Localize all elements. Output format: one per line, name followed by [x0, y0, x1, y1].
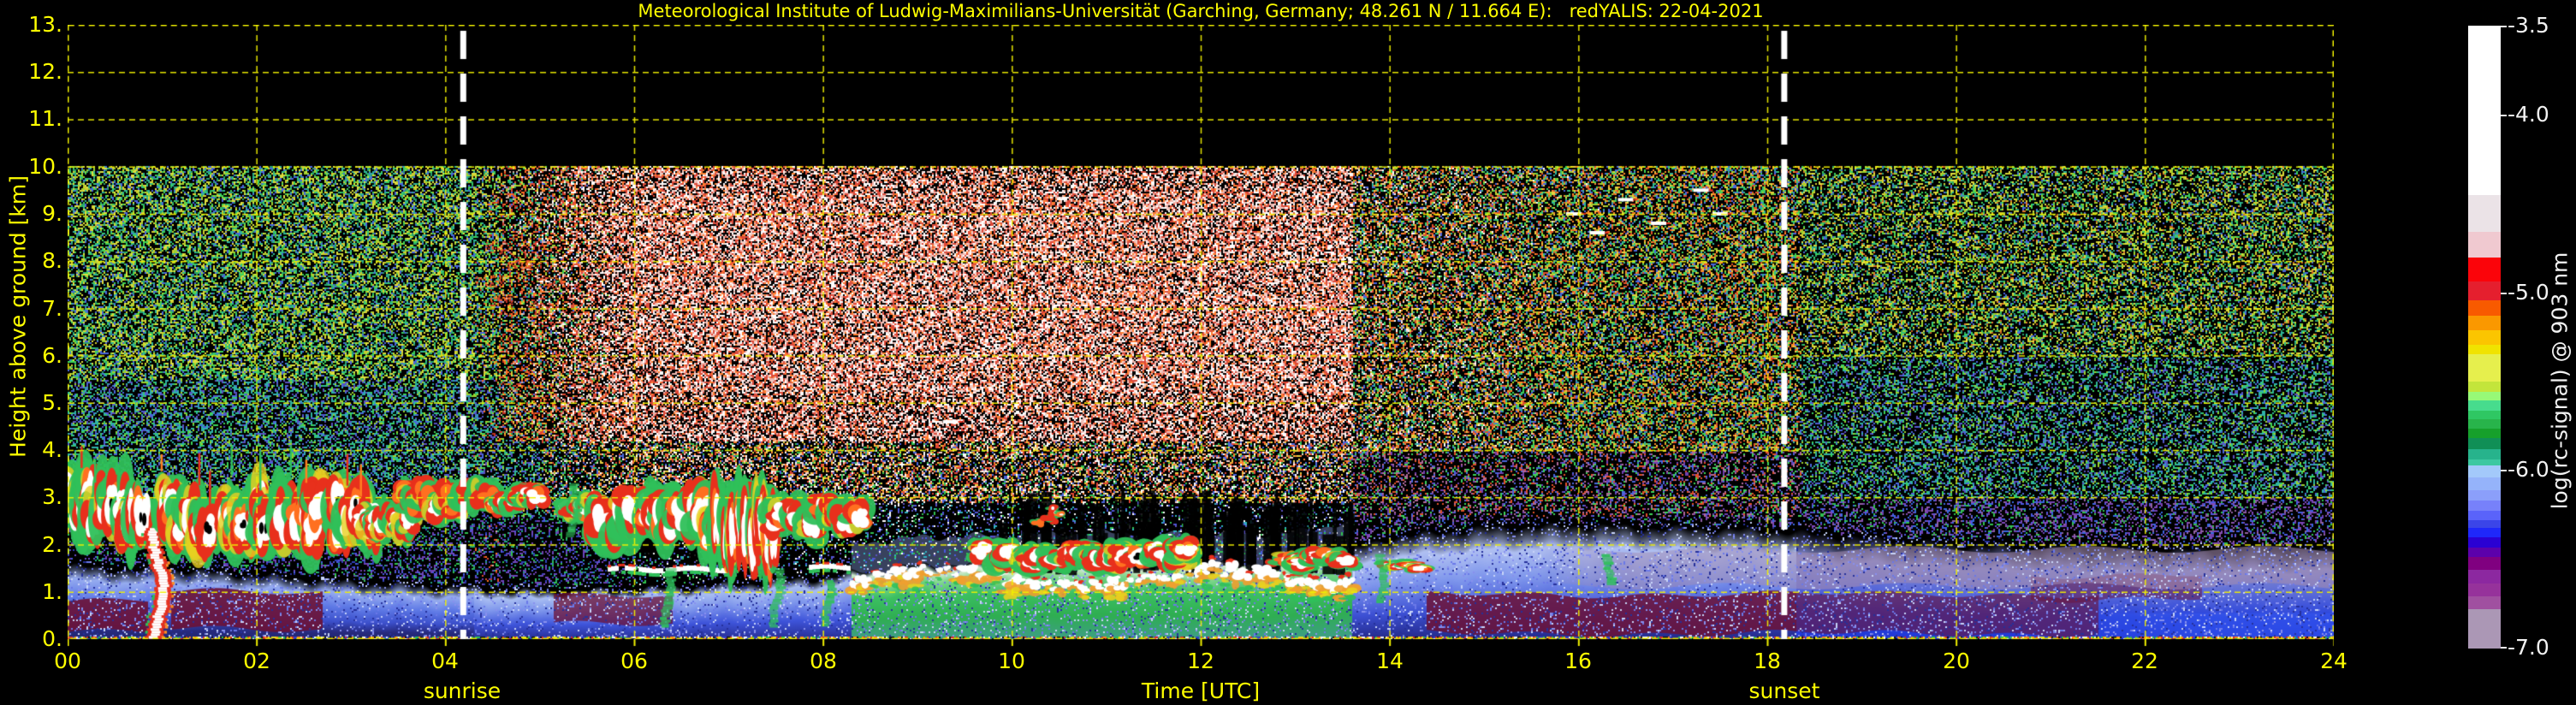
- sunrise-label: sunrise: [423, 678, 502, 703]
- colorbar-tickmark: [2501, 293, 2507, 294]
- colorbar-segment: [2468, 195, 2501, 233]
- colorbar-segment: [2468, 429, 2501, 439]
- colorbar-tickmark: [2501, 115, 2507, 116]
- colorbar-tickmark: [2501, 647, 2507, 649]
- colorbar-tick-1: -4.0: [2508, 102, 2549, 127]
- colorbar-tick-0: -3.5: [2508, 13, 2549, 38]
- colorbar-segment: [2468, 300, 2501, 317]
- colorbar-segment: [2468, 609, 2501, 649]
- y-tick-0: 0.: [42, 626, 62, 651]
- colorbar-segment: [2468, 490, 2501, 501]
- x-tick-08: 08: [810, 649, 837, 673]
- colorbar-segment: [2468, 520, 2501, 529]
- x-tick-04: 04: [431, 649, 459, 673]
- colorbar-segment: [2468, 232, 2501, 258]
- y-tick-11: 11.: [28, 106, 62, 131]
- y-tick-1: 1.: [42, 579, 62, 604]
- colorbar-segment: [2468, 345, 2501, 355]
- y-tick-10: 10.: [28, 154, 62, 179]
- x-tick-10: 10: [998, 649, 1025, 673]
- colorbar-segment: [2468, 449, 2501, 460]
- page-title: Meteorological Institute of Ludwig-Maxim…: [638, 1, 1764, 21]
- y-tick-9: 9.: [42, 201, 62, 226]
- colorbar-tick-2: -5.0: [2508, 280, 2549, 305]
- colorbar-segment: [2468, 382, 2501, 393]
- colorbar-segment: [2468, 354, 2501, 382]
- x-tick-16: 16: [1564, 649, 1592, 673]
- x-tick-18: 18: [1754, 649, 1781, 673]
- y-tick-13: 13.: [28, 12, 62, 37]
- colorbar-tickmark: [2501, 26, 2507, 27]
- colorbar-segment: [2468, 596, 2501, 610]
- x-tick-06: 06: [620, 649, 648, 673]
- colorbar-segment: [2468, 557, 2501, 571]
- y-tick-2: 2.: [42, 532, 62, 557]
- y-tick-12: 12.: [28, 59, 62, 84]
- colorbar-segment: [2468, 281, 2501, 301]
- heatmap-canvas: [68, 25, 2334, 647]
- x-tick-02: 02: [243, 649, 270, 673]
- colorbar-segment: [2468, 548, 2501, 558]
- colorbar-segment: [2468, 316, 2501, 331]
- colorbar-segment: [2468, 419, 2501, 430]
- y-tick-8: 8.: [42, 248, 62, 273]
- x-tick-12: 12: [1187, 649, 1214, 673]
- colorbar-segment: [2468, 477, 2501, 491]
- colorbar-tick-4: -7.0: [2508, 635, 2549, 660]
- y-tick-4: 4.: [42, 437, 62, 462]
- colorbar-tick-3: -6.0: [2508, 457, 2549, 482]
- y-tick-7: 7.: [42, 296, 62, 321]
- colorbar-segment: [2468, 258, 2501, 282]
- colorbar-segment: [2468, 330, 2501, 346]
- colorbar-segment: [2468, 537, 2501, 548]
- colorbar-segment: [2468, 26, 2501, 196]
- colorbar-label: log(rc-signal) @ 903 nm: [2547, 252, 2573, 510]
- colorbar: [2468, 26, 2501, 649]
- y-axis-label: Height above ground [km]: [5, 175, 31, 458]
- colorbar-segment: [2468, 392, 2501, 401]
- y-tick-6: 6.: [42, 343, 62, 368]
- colorbar-segment: [2468, 570, 2501, 584]
- colorbar-segment: [2468, 528, 2501, 538]
- y-tick-3: 3.: [42, 484, 62, 509]
- colorbar-tickmark: [2501, 470, 2507, 471]
- colorbar-segment: [2468, 411, 2501, 420]
- x-tick-22: 22: [2131, 649, 2158, 673]
- x-tick-24: 24: [2320, 649, 2347, 673]
- colorbar-segment: [2468, 465, 2501, 478]
- colorbar-segment: [2468, 438, 2501, 450]
- x-axis-label: Time [UTC]: [1141, 678, 1261, 703]
- colorbar-segment: [2468, 459, 2501, 466]
- x-tick-00: 00: [54, 649, 81, 673]
- sunset-label: sunset: [1748, 678, 1820, 703]
- colorbar-segment: [2468, 584, 2501, 597]
- x-tick-14: 14: [1376, 649, 1404, 673]
- y-tick-5: 5.: [42, 390, 62, 415]
- colorbar-segment: [2468, 501, 2501, 512]
- x-tick-20: 20: [1943, 649, 1970, 673]
- colorbar-segment: [2468, 511, 2501, 521]
- colorbar-segment: [2468, 400, 2501, 412]
